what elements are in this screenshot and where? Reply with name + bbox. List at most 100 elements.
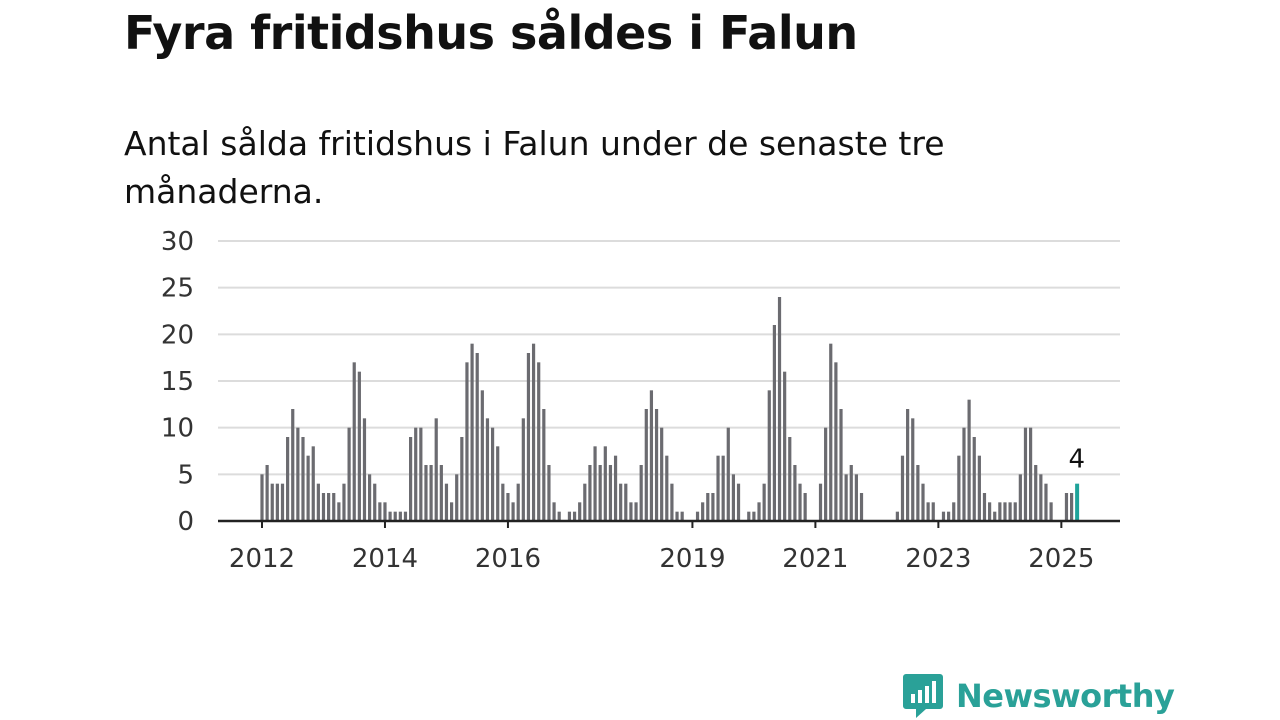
bar bbox=[634, 502, 638, 521]
bar bbox=[660, 427, 664, 521]
bar bbox=[490, 427, 495, 521]
bar bbox=[593, 446, 597, 521]
bar bbox=[342, 483, 346, 521]
bar bbox=[1029, 427, 1033, 521]
bar bbox=[547, 465, 551, 521]
bar bbox=[1008, 502, 1012, 521]
bar bbox=[501, 483, 505, 521]
bar bbox=[731, 474, 736, 521]
y-tick-label: 20 bbox=[161, 320, 194, 350]
bar bbox=[900, 455, 905, 521]
bar bbox=[475, 353, 479, 521]
bar bbox=[1003, 502, 1007, 521]
newsworthy-logo-icon bbox=[903, 674, 943, 718]
bar bbox=[726, 427, 730, 521]
bar bbox=[603, 446, 607, 521]
bar bbox=[619, 483, 623, 521]
bar-highlight bbox=[1075, 483, 1080, 521]
bar bbox=[480, 390, 484, 521]
highlight-data-label: 4 bbox=[1068, 445, 1085, 475]
bar bbox=[777, 297, 782, 521]
bar bbox=[1039, 474, 1043, 521]
bar bbox=[931, 502, 935, 521]
x-tick-label: 2014 bbox=[352, 544, 418, 574]
bar bbox=[644, 409, 648, 521]
bar bbox=[818, 483, 823, 521]
bar bbox=[803, 493, 807, 521]
bar bbox=[716, 455, 720, 521]
bar bbox=[824, 427, 828, 521]
bar bbox=[578, 502, 582, 521]
bar bbox=[362, 418, 367, 521]
bar bbox=[916, 465, 920, 521]
bar bbox=[311, 446, 315, 521]
x-tick-label: 2019 bbox=[659, 544, 725, 574]
bar bbox=[429, 465, 433, 521]
bar bbox=[583, 483, 587, 521]
bar bbox=[296, 427, 300, 521]
bar bbox=[275, 483, 279, 521]
y-tick-label: 30 bbox=[161, 227, 194, 257]
newsworthy-logo-text: Newsworthy bbox=[956, 677, 1175, 715]
bar bbox=[1013, 502, 1017, 521]
data-labels: 4 bbox=[1068, 445, 1085, 475]
bar bbox=[665, 455, 669, 521]
bar bbox=[762, 483, 766, 521]
bar bbox=[736, 483, 741, 521]
bar bbox=[798, 483, 802, 521]
bar bbox=[373, 483, 377, 521]
bar bbox=[701, 502, 705, 521]
bar bbox=[639, 465, 643, 521]
bar bbox=[895, 511, 899, 521]
bar bbox=[357, 371, 361, 521]
bar bbox=[531, 343, 536, 521]
bar bbox=[962, 427, 966, 521]
bar bbox=[280, 483, 285, 521]
bar bbox=[347, 427, 351, 521]
bar bbox=[670, 483, 674, 521]
bar bbox=[1064, 493, 1069, 521]
bar bbox=[286, 437, 290, 521]
bar bbox=[444, 483, 449, 521]
bar bbox=[598, 465, 602, 521]
bar bbox=[972, 437, 976, 521]
y-tick-label: 15 bbox=[161, 367, 194, 397]
bar bbox=[327, 493, 331, 521]
bar bbox=[793, 465, 797, 521]
x-tick-label: 2021 bbox=[782, 544, 848, 574]
bar bbox=[834, 362, 838, 521]
bar bbox=[1044, 483, 1048, 521]
bar bbox=[567, 511, 572, 521]
bar bbox=[306, 455, 310, 521]
bar bbox=[921, 483, 925, 521]
bar bbox=[1023, 427, 1028, 521]
bar bbox=[1018, 474, 1022, 521]
bar bbox=[393, 511, 397, 521]
bar bbox=[449, 502, 454, 521]
bar bbox=[624, 483, 628, 521]
bar bbox=[839, 409, 843, 521]
x-tick-label: 2025 bbox=[1028, 544, 1094, 574]
bar bbox=[982, 493, 987, 521]
bar bbox=[977, 455, 981, 521]
bar bbox=[265, 465, 269, 521]
bar bbox=[552, 502, 556, 521]
bar bbox=[270, 483, 274, 521]
bar bbox=[988, 502, 992, 521]
bar bbox=[470, 343, 474, 521]
bar bbox=[844, 474, 848, 521]
bar bbox=[485, 418, 490, 521]
x-axis: 2012 2014 2016 2019 2021 2023 2025 bbox=[218, 519, 1120, 574]
bar bbox=[511, 502, 515, 521]
newsworthy-logo[interactable]: Newsworthy bbox=[902, 672, 1175, 720]
chart-subtitle: Antal sålda fritidshus i Falun under de … bbox=[124, 124, 945, 211]
bar bbox=[649, 390, 654, 521]
bar bbox=[608, 465, 613, 521]
bar bbox=[941, 511, 946, 521]
bar bbox=[434, 418, 438, 521]
bar bbox=[788, 437, 792, 521]
bar bbox=[926, 502, 930, 521]
bar bbox=[455, 474, 459, 521]
bar bbox=[680, 511, 684, 521]
